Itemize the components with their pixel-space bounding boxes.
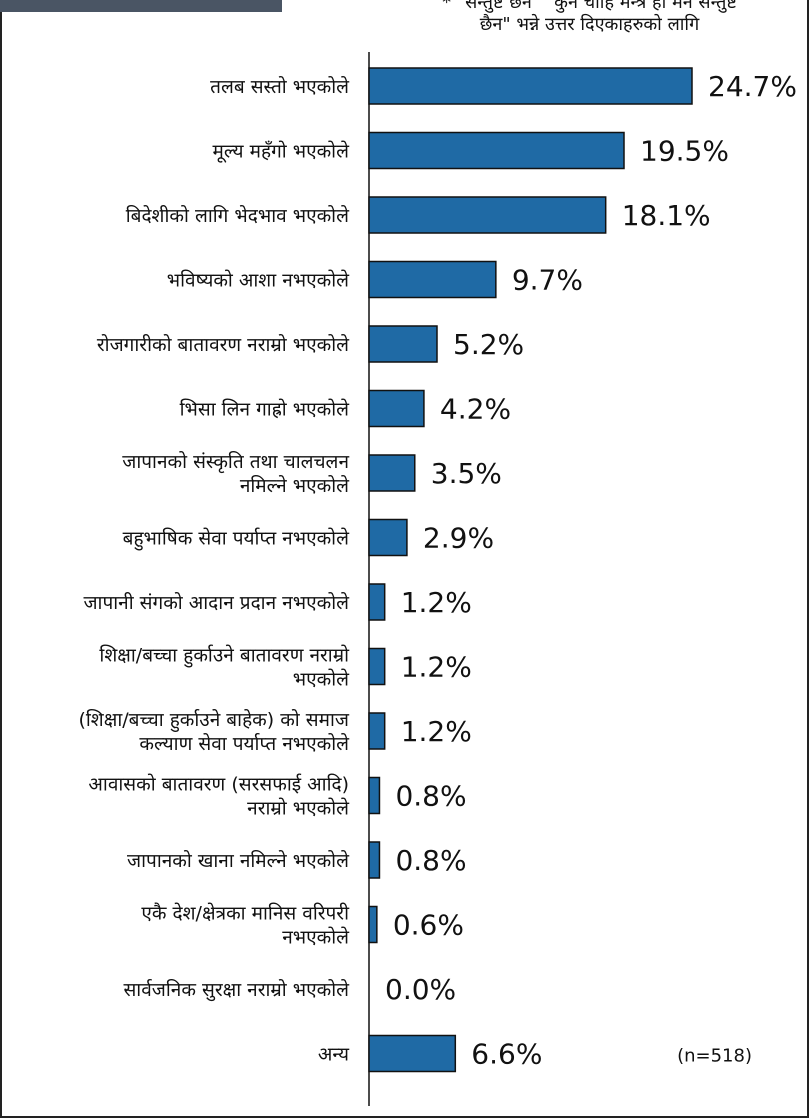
- category-label: तलब सस्तो भएकोले: [210, 75, 350, 98]
- category-label: बिदेशीको लागि भेदभाव भएकोले: [126, 204, 350, 227]
- value-label: 19.5%: [640, 135, 729, 168]
- bar: [368, 712, 386, 750]
- category-label: कल्याण सेवा पर्याप्त नभएकोले: [139, 732, 350, 755]
- category-label: नभएकोले: [282, 926, 350, 949]
- value-label: 4.2%: [440, 393, 511, 426]
- bar: [368, 647, 386, 686]
- category-label: नराम्रो भएकोले: [247, 797, 350, 820]
- category-label: सार्वजनिक सुरक्षा नराम्रो भएकोले: [123, 978, 350, 1002]
- bar: [368, 67, 693, 105]
- bar: [368, 841, 381, 879]
- category-label: अन्य: [318, 1044, 350, 1066]
- category-label: भिसा लिन गाह्रो भएकोले: [180, 398, 351, 421]
- value-label: 2.9%: [423, 522, 494, 555]
- header-tab: [0, 0, 282, 12]
- bar: [368, 260, 497, 299]
- category-label: एकै देश/क्षेत्रका मानिस वरिपरी: [141, 902, 350, 925]
- respondent-note-line1: * "सन्तुष्ट छन" "कुनै चाहि मन्त्र हो मन …: [442, 0, 737, 13]
- bar: [368, 1034, 457, 1073]
- bar: [368, 196, 607, 234]
- value-label: 5.2%: [453, 328, 524, 361]
- bar: [368, 454, 416, 492]
- category-label: बहुभाषिक सेवा पर्याप्त नभएकोले: [123, 527, 350, 552]
- value-label: 0.6%: [393, 909, 464, 942]
- value-label: 0.0%: [385, 973, 456, 1006]
- value-label: 1.2%: [401, 651, 472, 684]
- category-label: शिक्षा/बच्चा हुर्काउने बातावरण नराम्रो: [99, 644, 350, 669]
- category-label: (शिक्षा/बच्चा हुर्काउने बाहेक) को समाज: [78, 708, 349, 733]
- value-label: 9.7%: [512, 264, 583, 297]
- value-label: 24.7%: [708, 70, 797, 103]
- bar: [368, 776, 381, 815]
- category-label: नमिल्ने भएकोले: [240, 474, 350, 497]
- bar: [368, 583, 386, 621]
- bar: [368, 131, 625, 170]
- bar: [368, 905, 378, 944]
- category-label: भएकोले: [293, 668, 350, 691]
- category-label: जापानको खाना नमिल्ने भएकोले: [127, 849, 350, 872]
- category-label: जापानी संगको आदान प्रदान नभएकोले: [83, 591, 350, 614]
- value-label: 1.2%: [401, 715, 472, 748]
- category-label: रोजगारीको बातावरण नराम्रो भएकोले: [97, 333, 350, 356]
- value-label: 3.5%: [431, 457, 502, 490]
- value-label: 1.2%: [401, 586, 472, 619]
- value-label: 0.8%: [395, 780, 466, 813]
- value-label: 0.8%: [395, 844, 466, 877]
- value-label: 6.6%: [471, 1038, 542, 1071]
- bar: [368, 518, 408, 557]
- respondent-note-line2: छैन" भन्ने उत्तर दिएकाहरुको लागि: [479, 14, 700, 35]
- category-label: जापानको संस्कृति तथा चालचलन: [122, 450, 349, 474]
- bar: [368, 325, 438, 363]
- respondent-note: * "सन्तुष्ट छन" "कुनै चाहि मन्त्र हो मन …: [392, 0, 787, 36]
- bar: [368, 389, 425, 428]
- category-label: भविष्यको आशा नभएकोले: [167, 269, 350, 292]
- sample-size-note: (n=518): [677, 1046, 752, 1067]
- category-label: मूल्य महँगो भएकोले: [213, 140, 351, 164]
- value-label: 18.1%: [622, 199, 711, 232]
- category-label: आवासको बातावरण (सरसफाई आदि): [88, 773, 349, 796]
